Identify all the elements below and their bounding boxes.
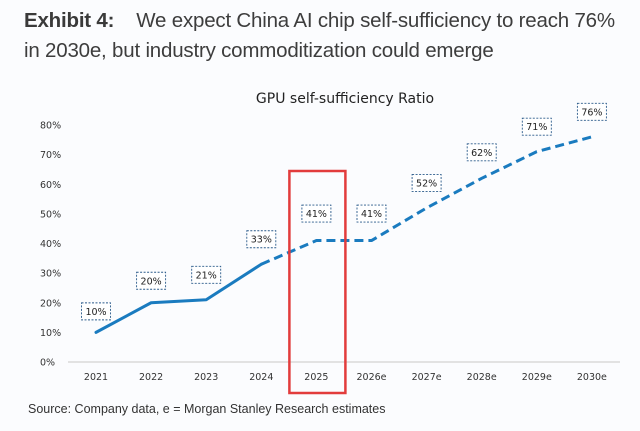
data-label-box — [301, 204, 332, 223]
data-label-text: 33% — [251, 235, 272, 246]
data-label-text: 41% — [306, 209, 327, 220]
data-label: 20% — [136, 271, 167, 290]
data-label-text: 20% — [141, 276, 162, 287]
y-tick-label: 80% — [40, 121, 61, 132]
y-axis: 0% 10% 20% 30% 40% 50% 60% 70% 80% — [40, 121, 61, 369]
y-tick-label: 70% — [40, 150, 61, 161]
y-tick-label: 40% — [40, 239, 61, 250]
exhibit-header: Exhibit 4: We expect China AI chip self-s… — [24, 6, 624, 66]
series-lines — [94, 135, 593, 334]
x-tick-label: 2029e — [522, 372, 552, 383]
data-label-box — [136, 271, 167, 290]
data-label-box — [466, 143, 497, 162]
x-axis: 2021 2022 2023 2024 2025 2026e 2027e 2028e 2029e… — [84, 372, 607, 383]
data-label-text: 76% — [581, 107, 602, 118]
x-tick-label: 2025 — [304, 372, 328, 383]
highlight-box-2025 — [288, 169, 347, 395]
data-label-box — [521, 117, 552, 136]
x-tick-label: 2024 — [249, 372, 273, 383]
data-label-text: 10% — [85, 307, 106, 318]
x-tick-label: 2026e — [356, 372, 386, 383]
y-tick-label: 50% — [40, 209, 61, 220]
series-line-estimate — [260, 135, 593, 266]
data-label: 76% — [576, 102, 607, 121]
x-tick-label: 2027e — [412, 372, 442, 383]
y-tick-label: 10% — [40, 328, 61, 339]
x-tick-label: 2023 — [194, 372, 218, 383]
data-label: 10% — [81, 302, 111, 321]
x-tick-label: 2028e — [467, 372, 497, 383]
data-label: 62% — [466, 143, 497, 162]
exhibit-title: We expect China AI chip self-sufficiency… — [24, 9, 615, 62]
data-label-box — [246, 230, 277, 249]
data-label-text: 41% — [361, 209, 382, 220]
data-label-box — [356, 204, 387, 223]
data-label: 52% — [411, 173, 442, 192]
data-label-text: 21% — [196, 270, 217, 281]
y-tick-label: 60% — [40, 180, 61, 191]
x-tick-label: 2022 — [139, 372, 163, 383]
data-label: 71% — [521, 117, 552, 136]
data-label-text: 71% — [526, 122, 547, 133]
data-label: 41% — [301, 204, 332, 223]
source-note: Source: Company data, e = Morgan Stanley… — [28, 402, 386, 416]
data-label-text: 52% — [416, 178, 437, 189]
chart-title: GPU self-sufficiency Ratio — [256, 91, 434, 107]
data-label-box — [576, 102, 607, 121]
data-label-box — [411, 173, 442, 192]
series-line-actual — [94, 262, 263, 334]
x-tick-label: 2030e — [577, 372, 607, 383]
data-label-box — [81, 302, 111, 321]
data-label: 41% — [356, 204, 387, 223]
y-tick-label: 30% — [40, 269, 61, 280]
data-label: 33% — [246, 230, 277, 249]
x-tick-label: 2021 — [84, 372, 108, 383]
y-tick-label: 20% — [40, 298, 61, 309]
data-labels: 10% 20% 21% 33% 41% 41% 52% 62% 71% 76% — [81, 102, 607, 321]
data-label: 21% — [191, 265, 222, 284]
exhibit-number: Exhibit 4: — [24, 9, 115, 32]
y-tick-label: 0% — [40, 358, 55, 369]
data-label-text: 62% — [471, 148, 492, 159]
data-label-box — [191, 265, 222, 284]
